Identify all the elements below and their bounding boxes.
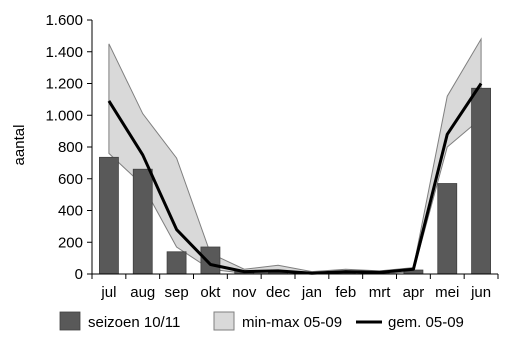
x-tick-label: sep [164,284,188,301]
x-tick-label: mei [435,284,459,301]
legend-swatch-min-max [213,311,235,331]
bar-jul [99,156,119,275]
x-tick-label: aug [130,284,155,301]
y-tick-label: 1.000 [45,107,83,124]
x-tick-label: jul [100,284,116,301]
y-tick-label: 0 [75,266,83,283]
x-tick-label: jun [470,284,491,301]
y-tick-label: 400 [58,203,83,220]
x-tick-label: feb [335,284,356,301]
bar-sep [166,251,187,275]
average-line [107,82,483,275]
legend-swatch-seizoen [59,311,81,331]
y-tick-label: 1.400 [45,44,83,61]
plot-area [99,37,491,275]
legend-label-gem: gem. 05-09 [388,314,464,331]
bar-mei [437,183,458,275]
x-tick-label: apr [403,284,425,301]
x-tick-label: dec [266,284,291,301]
x-axis: jul aug sep okt nov dec jan feb mrt apr mei jun [91,273,499,301]
x-tick-label: okt [200,284,221,301]
y-tick-label: 200 [58,234,83,251]
y-tick-label: 1.200 [45,76,83,93]
y-tick-label: 600 [58,171,83,188]
bar-jun [471,87,491,275]
y-axis-title: aantal [11,125,28,166]
legend-label-min-max: min-max 05-09 [242,314,342,331]
x-tick-label: nov [232,284,257,301]
min-max-band [108,37,482,275]
x-tick-label: mrt [369,284,391,301]
y-axis: 0 200 400 600 800 1.000 1.200 1.400 1.600 [45,12,93,283]
x-tick-label: jan [301,284,322,301]
y-tick-label: 1.600 [45,12,83,29]
bar-aug [132,168,153,275]
y-tick-label: 800 [58,139,83,156]
legend: seizoen 10/11 min-max 05-09 gem. 05-09 [59,311,464,331]
bar-okt [200,246,221,275]
legend-label-seizoen: seizoen 10/11 [88,314,180,331]
